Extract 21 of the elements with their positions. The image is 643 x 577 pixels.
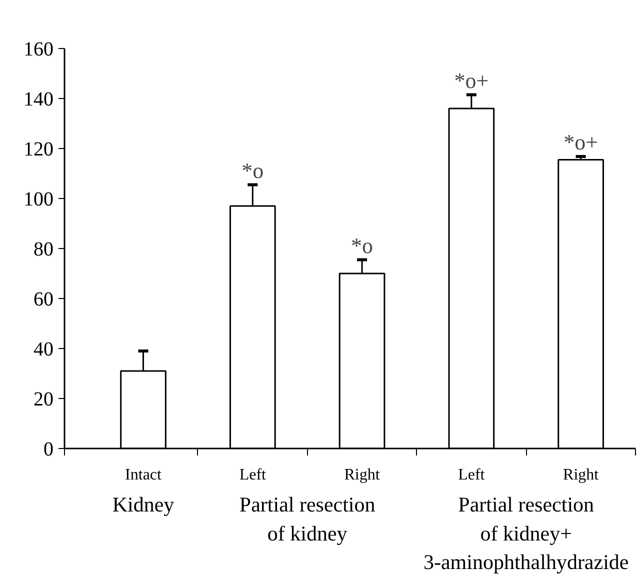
text: Partial resection of kidney [239, 492, 376, 546]
y-tick-label: 0 [44, 438, 54, 460]
y-tick-label: 100 [24, 188, 54, 210]
data-label: *o+ [454, 68, 489, 93]
y-tick-label: 140 [24, 88, 54, 110]
data-label: *o [242, 158, 264, 183]
x-tick-label: Intact [125, 466, 162, 484]
x-tick-label: Right [563, 466, 600, 484]
y-tick-label: 40 [34, 338, 54, 360]
text: Partial resection of kidney+ 3-aminophthalhydrazide [423, 492, 629, 574]
x-tick-label: Right [344, 466, 380, 484]
data-label: *o+ [564, 130, 598, 154]
y-tick-label: 80 [34, 238, 54, 260]
data-label: *o [351, 232, 374, 258]
y-tick-label: 160 [24, 38, 54, 60]
y-tick-label: 20 [34, 388, 54, 410]
y-tick-label: 60 [34, 288, 54, 310]
x-tick-label: Left [239, 466, 267, 484]
x-tick-label: Left [458, 466, 486, 484]
y-tick-label: 120 [24, 138, 54, 160]
text: Kidney [112, 492, 175, 516]
